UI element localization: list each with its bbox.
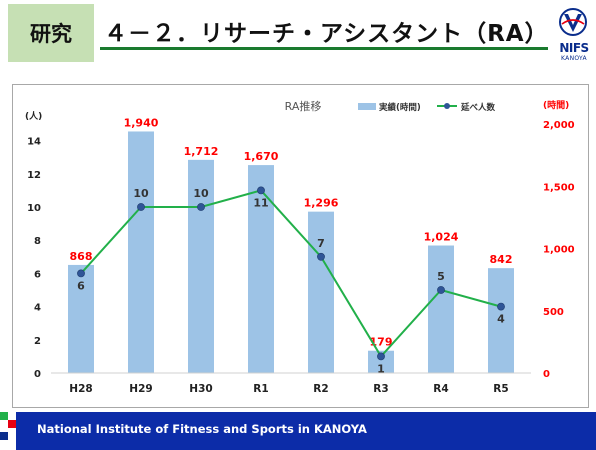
bar-value-label: 1,712	[184, 145, 219, 158]
bar	[428, 245, 454, 373]
bar	[368, 350, 394, 373]
line-value-label: 7	[317, 237, 325, 250]
footer-text: National Institute of Fitness and Sports…	[37, 422, 367, 436]
line-value-label: 6	[77, 279, 85, 292]
x-axis: H28 H29 H30 R1 R2 R3 R4 R5	[51, 372, 531, 395]
x-tick-label: H29	[129, 383, 152, 395]
line-value-label: 4	[497, 313, 505, 326]
bar-value-label: 1,940	[124, 116, 159, 129]
line-point	[257, 186, 265, 195]
chart-title: RA推移	[285, 99, 322, 113]
bar	[188, 159, 214, 373]
right-tick-label: 0	[543, 369, 550, 380]
bar-value-label: 1,024	[424, 231, 459, 244]
bar	[128, 131, 154, 373]
x-tick-label: R3	[373, 383, 388, 395]
bar	[68, 264, 94, 373]
right-tick-label: 1,000	[543, 245, 575, 256]
bar-value-label: 842	[490, 253, 513, 266]
bar	[488, 268, 514, 373]
line-point	[437, 286, 445, 294]
x-tick-label: R4	[433, 383, 448, 395]
line-series: 6 10 10 11 7 1 5 4	[77, 186, 505, 375]
right-axis-unit: (時間)	[543, 99, 569, 111]
right-axis: 0 500 1,000 1,500 2,000	[543, 120, 575, 380]
line-point	[497, 302, 505, 311]
x-tick-label: H28	[69, 383, 92, 395]
series-line	[80, 189, 502, 359]
legend-line-marker	[444, 103, 450, 109]
section-tag: 研究	[8, 4, 94, 62]
bar-value-label: 1,296	[304, 197, 339, 210]
left-tick-label: 2	[34, 336, 41, 347]
footer-accent-blue	[0, 432, 8, 440]
bar	[308, 211, 334, 373]
left-tick-label: 14	[27, 137, 41, 148]
line-value-label: 10	[133, 187, 149, 200]
right-tick-label: 1,500	[543, 182, 575, 193]
legend-bar-swatch	[358, 103, 376, 110]
right-tick-label: 500	[543, 307, 564, 318]
line-point	[317, 252, 325, 261]
line-point	[137, 203, 145, 211]
footer-accent-green	[0, 412, 8, 420]
x-tick-label: R1	[253, 383, 268, 395]
x-tick-label: H30	[189, 383, 212, 395]
left-tick-label: 4	[34, 303, 41, 314]
left-tick-label: 10	[27, 203, 41, 214]
page-title: ４－２．リサーチ・アシスタント（RA）	[104, 21, 549, 47]
left-axis-unit: (人)	[25, 110, 42, 122]
logo-text: NIFS	[559, 41, 589, 55]
line-point	[77, 269, 85, 278]
x-tick-label: R2	[313, 383, 328, 395]
line-point	[377, 352, 385, 361]
left-tick-label: 12	[27, 170, 41, 181]
left-axis: 0 2 4 6 8 10 12 14	[27, 137, 41, 380]
nifs-logo	[559, 8, 587, 36]
footer-accent-red	[8, 420, 16, 428]
title-underline	[100, 47, 548, 50]
left-tick-label: 6	[34, 269, 41, 280]
bar-value-label: 1,670	[244, 150, 279, 163]
footer: National Institute of Fitness and Sports…	[0, 410, 596, 450]
line-value-label: 11	[253, 196, 268, 209]
logo-subtext: KANOYA	[561, 55, 587, 62]
footer-bar	[16, 412, 596, 450]
left-tick-label: 8	[34, 236, 41, 247]
legend-line-label: 延べ人数	[460, 102, 496, 113]
legend-bar-label: 実績(時間)	[379, 102, 421, 113]
line-point	[197, 203, 205, 211]
legend: 実績(時間) 延べ人数	[358, 102, 496, 113]
right-tick-label: 2,000	[543, 120, 575, 131]
line-value-label: 5	[437, 270, 445, 283]
x-tick-label: R5	[493, 383, 508, 395]
line-value-label: 10	[193, 187, 209, 200]
bar-value-label: 868	[70, 250, 93, 263]
left-tick-label: 0	[34, 369, 41, 380]
line-value-label: 1	[377, 362, 385, 375]
chart-panel: 868 1,940 1,712 1,670 1,296 179 1,024 842 6 10 10…	[12, 84, 589, 408]
